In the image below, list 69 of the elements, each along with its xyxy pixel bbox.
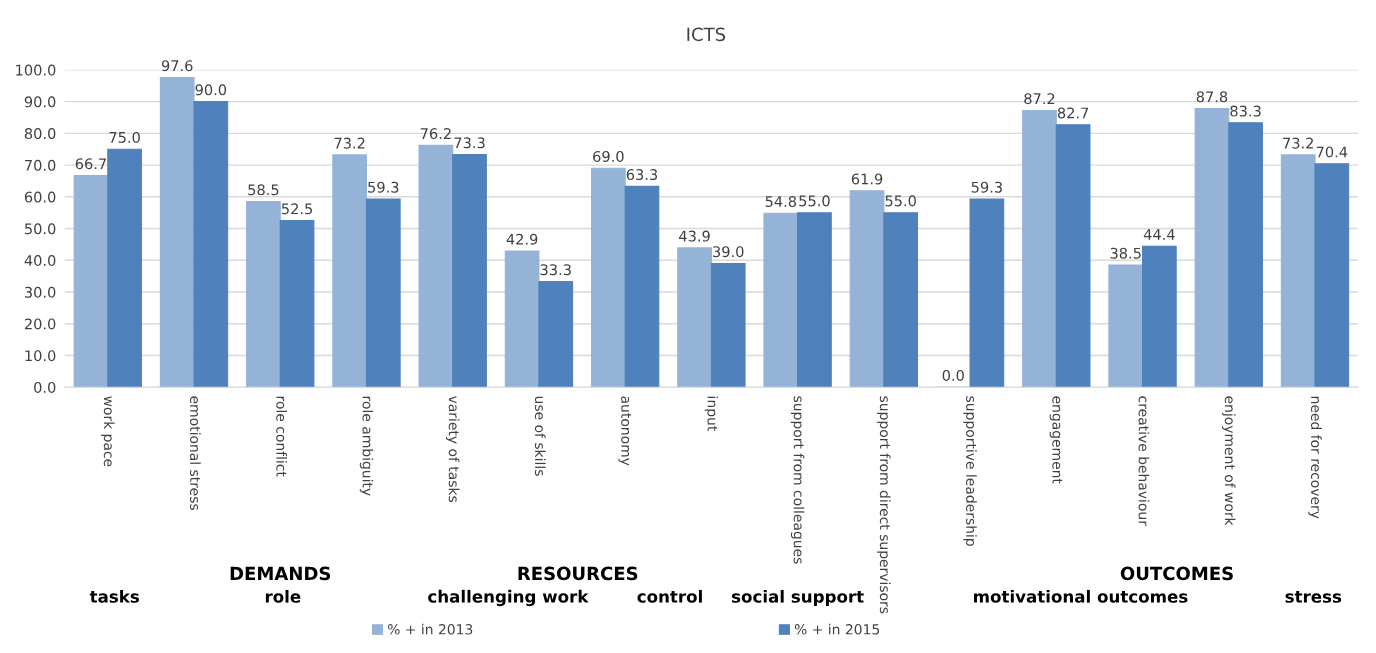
y-tick-label: 60.0 (24, 191, 56, 203)
text: role (265, 589, 301, 603)
data-label: 73.2 (1283, 137, 1313, 149)
x-tick-label: enjoyment of work (1222, 396, 1236, 526)
data-label: 73.3 (454, 137, 485, 149)
data-label: 33.3 (540, 264, 571, 276)
y-tick-label: 0.0 (34, 381, 56, 393)
y-tick-label: 50.0 (24, 223, 56, 235)
y-tick-label: 80.0 (24, 128, 56, 140)
y-tick-label: 70.0 (25, 159, 56, 171)
x-tick-label: autonomy (618, 396, 632, 466)
chart-title: ICTS (687, 27, 726, 42)
x-tick-label: support from direct supervisors (877, 396, 891, 614)
data-label: 87.8 (1196, 91, 1228, 103)
data-label: 66.7 (75, 158, 106, 170)
y-tick-label: 10.0 (25, 350, 56, 362)
text: OUTCOMES (1120, 566, 1233, 581)
data-label: 39.0 (713, 246, 744, 258)
data-label: 63.3 (626, 169, 658, 181)
data-label: 73.2 (334, 137, 365, 149)
data-label: 42.9 (506, 233, 538, 245)
text: social support (731, 589, 864, 607)
x-tick-label: input (704, 396, 719, 431)
data-label: 61.9 (851, 173, 883, 185)
data-label: 87.2 (1024, 93, 1055, 105)
data-label: 55.0 (885, 195, 916, 207)
y-tick-label: 20.0 (24, 318, 56, 330)
data-label: 76.2 (420, 128, 451, 140)
x-tick-label: engagement (1049, 396, 1063, 484)
data-label: 55.0 (799, 195, 830, 207)
x-tick-label: variety of tasks (445, 395, 460, 503)
text: tasks (89, 589, 139, 603)
x-tick-label: creative behaviour (1138, 396, 1150, 526)
text: challenging work (428, 589, 589, 607)
data-label: 59.3 (368, 181, 399, 193)
y-tick-label: 90.0 (24, 96, 56, 108)
x-tick-label: use of skills (534, 396, 546, 476)
data-label: 69.0 (593, 150, 624, 162)
text: stress (1285, 590, 1342, 603)
text: RESOURCES (518, 566, 638, 581)
x-tick-label: role conflict (276, 396, 287, 477)
y-tick-label: 40.0 (24, 255, 56, 267)
data-label: 43.9 (679, 230, 710, 242)
data-label: 83.3 (1230, 105, 1261, 117)
x-tick-label: work pace (101, 396, 115, 467)
data-label: 44.4 (1143, 229, 1175, 240)
data-label: 59.3 (971, 181, 1002, 193)
x-tick-label: supportive leadership (963, 396, 977, 546)
text: motivational outcomes (974, 589, 1188, 603)
x-tick-label: support from colleagues (790, 396, 805, 564)
data-label: 82.7 (1057, 107, 1089, 119)
x-tick-label: need for recovery (1308, 396, 1322, 519)
x-tick-label: emotional stress (189, 396, 201, 510)
x-tick-label: role ambiguity (359, 396, 374, 496)
data-label: 0.0 (942, 369, 964, 381)
text: DEMANDS (230, 566, 331, 581)
y-tick-label: 100.0 (16, 64, 56, 76)
data-label: 75.0 (109, 131, 140, 143)
data-label: 52.5 (281, 203, 313, 215)
legend-label: % + in 2015 (794, 623, 880, 635)
data-label: 54.8 (765, 195, 797, 208)
data-label: 38.5 (1110, 247, 1141, 259)
data-label: 97.6 (161, 60, 193, 72)
text: control (637, 589, 702, 603)
y-tick-label: 30.0 (24, 286, 56, 298)
data-label: 90.0 (195, 84, 227, 96)
data-label: 58.5 (248, 184, 279, 196)
legend-label: % + in 2013 (387, 623, 473, 635)
data-label: 70.4 (1316, 146, 1348, 158)
